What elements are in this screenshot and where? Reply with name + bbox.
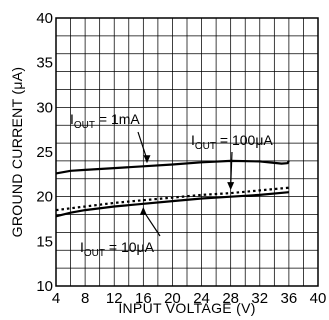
x-tick-label: 4	[52, 290, 60, 307]
series-lines	[55, 159, 290, 218]
series-line-10uA	[55, 191, 290, 218]
annotations: IOUT = 1mA IOUT = 100μA IOUT = 10μA	[70, 111, 273, 259]
annotation-arrow-10uA	[142, 210, 161, 237]
x-tick-label: 20	[164, 290, 181, 307]
annotation-arrow-1mA	[137, 131, 148, 160]
x-tick-label: 28	[222, 290, 239, 307]
y-tick-label: 30	[36, 99, 53, 116]
annotation-arrowhead-1mA	[143, 155, 151, 164]
grid	[56, 18, 318, 286]
annotation-100uA: IOUT = 100μA	[191, 132, 273, 152]
x-tick-label: 32	[251, 290, 268, 307]
y-tick-label: 35	[36, 55, 53, 72]
y-tick-label: 25	[36, 144, 53, 161]
plot-frame	[55, 17, 319, 287]
x-tick-label: 36	[281, 290, 298, 307]
series-line-100uA	[55, 186, 290, 212]
y-tick-labels: 10 15 20 25 30 35 40	[36, 10, 53, 295]
x-tick-label: 12	[106, 290, 123, 307]
y-tick-label: 15	[36, 233, 53, 250]
annotation-1mA: IOUT = 1mA	[70, 111, 140, 131]
x-tick-labels: 4 8 12 16 20 24 28 32 36 40	[52, 290, 327, 307]
y-tick-label: 10	[36, 278, 53, 295]
x-tick-label: 8	[81, 290, 89, 307]
y-tick-label: 40	[36, 10, 53, 27]
annotation-arrowhead-10uA	[139, 206, 147, 215]
annotation-10uA: IOUT = 10μA	[80, 239, 155, 259]
y-tick-label: 20	[36, 189, 53, 206]
annotation-arrowhead-100uA	[227, 182, 235, 191]
series-line-1mA	[55, 159, 290, 175]
x-tick-label: 24	[193, 290, 210, 307]
annotation-arrow-100uA	[230, 151, 233, 187]
x-tick-label: 16	[135, 290, 152, 307]
annotation-arrows	[137, 131, 235, 237]
x-axis-label: INPUT VOLTAGE (V)	[118, 300, 255, 316]
x-tick-label: 40	[310, 290, 327, 307]
y-axis-label: GROUND CURRENT (μA)	[9, 67, 25, 238]
